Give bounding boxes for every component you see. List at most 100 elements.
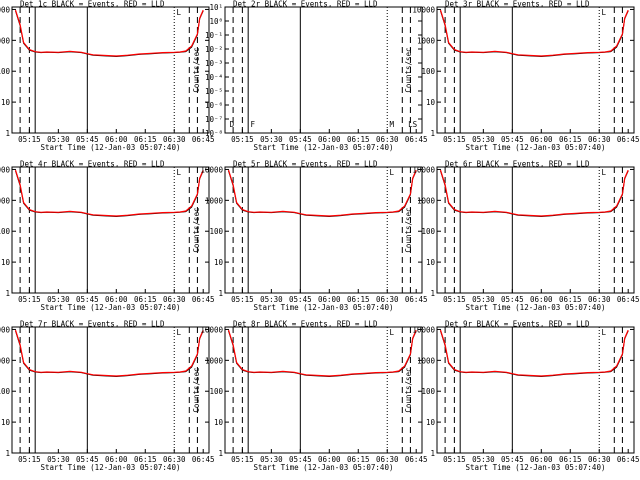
x-axis-label: Start Time (12-Jan-03 05:07:40) <box>41 143 181 152</box>
x-tick-label: 06:30 <box>376 455 399 464</box>
series-lld-line <box>14 9 204 57</box>
x-tick-label: 05:45 <box>289 295 312 304</box>
y-tick-label: 1000 <box>417 36 436 45</box>
y-tick-label: 10 <box>426 98 436 107</box>
y-tick-label: 1 <box>430 129 435 138</box>
x-tick-label: 05:30 <box>260 295 283 304</box>
panel-det-4: Det 4r BLACK = Events, RED = LLD 1 10 100 10… <box>0 160 214 313</box>
series-lld-line <box>14 329 204 377</box>
marker-label: L <box>390 168 395 177</box>
y-tick-label: 1 <box>218 449 223 458</box>
plot-frame <box>436 6 635 134</box>
x-tick-label: 06:45 <box>192 455 215 464</box>
series-events-line <box>15 330 204 378</box>
y-tick-label: 1 <box>5 449 10 458</box>
panel-title: Det 6r BLACK = Events, RED = LLD <box>445 160 590 169</box>
x-tick-label: 05:15 <box>18 295 41 304</box>
x-axis-label: Start Time (12-Jan-03 05:07:40) <box>466 143 606 152</box>
x-tick-label: 05:15 <box>18 135 41 144</box>
plot-frame <box>11 326 210 454</box>
x-tick-label: 06:15 <box>134 295 157 304</box>
x-tick-label: 06:45 <box>192 295 215 304</box>
x-tick-label: 05:15 <box>18 455 41 464</box>
series-events-line <box>15 170 204 218</box>
marker-label: L <box>177 8 182 17</box>
series-lld-line <box>439 329 629 377</box>
panel-title: Det 9r BLACK = Events, RED = LLD <box>445 320 590 329</box>
y-axis-label: Counts/sec <box>404 207 413 252</box>
y-tick-label: 100 <box>209 387 223 396</box>
y-tick-label: 1 <box>218 289 223 298</box>
x-tick-label: 06:15 <box>559 135 582 144</box>
y-axis-label: Counts/sec <box>192 367 201 412</box>
series-events-line <box>15 10 204 58</box>
plot-frame <box>224 326 423 454</box>
x-tick-label: 06:30 <box>163 135 186 144</box>
y-axis-label: Counts/sec <box>404 47 413 92</box>
y-axis-label: Counts/sec <box>192 207 201 252</box>
y-tick-label: 1 <box>430 289 435 298</box>
y-tick-label: 1000 <box>0 196 10 205</box>
x-tick-label: 05:30 <box>47 455 70 464</box>
x-tick-label: 06:45 <box>405 455 428 464</box>
x-tick-label: 06:00 <box>530 455 553 464</box>
x-tick-label: 05:30 <box>47 135 70 144</box>
x-tick-label: 06:15 <box>347 455 370 464</box>
series-lld-line <box>439 169 629 217</box>
x-tick-label: 05:45 <box>501 135 524 144</box>
y-tick-label: 10000 <box>0 325 10 334</box>
x-tick-label: 06:15 <box>134 455 157 464</box>
x-tick-label: 06:00 <box>530 135 553 144</box>
marker-label: M <box>390 120 395 129</box>
x-tick-label: 06:45 <box>617 455 640 464</box>
y-tick-label: 10¹ <box>209 3 223 12</box>
series-lld-line <box>227 169 417 217</box>
x-tick-label: 05:45 <box>501 455 524 464</box>
x-tick-label: 06:15 <box>347 135 370 144</box>
plot-frame <box>224 166 423 294</box>
y-tick-label: 10 <box>426 258 436 267</box>
series-events-line <box>228 170 417 218</box>
y-tick-label: 1 <box>5 129 10 138</box>
y-tick-label: 10⁻⁷ <box>205 115 223 124</box>
plot-frame <box>11 6 210 134</box>
y-tick-label: 10 <box>214 418 224 427</box>
panel-title: Det 7r BLACK = Events, RED = LLD <box>20 320 165 329</box>
y-axis-label: Counts/sec <box>192 47 201 92</box>
panel-det-9: Det 9r BLACK = Events, RED = LLD 1 10 100 10… <box>404 320 639 473</box>
y-tick-label: 10000 <box>200 325 223 334</box>
x-axis-label: Start Time (12-Jan-03 05:07:40) <box>254 143 394 152</box>
x-tick-label: 06:15 <box>559 295 582 304</box>
panel-det-1: Det 1c BLACK = Events, RED = LLD 1 10 100 10… <box>0 0 214 152</box>
panel-title: Det 5r BLACK = Events, RED = LLD <box>233 160 378 169</box>
x-tick-label: 05:45 <box>76 455 99 464</box>
x-tick-label: 06:30 <box>588 295 611 304</box>
x-tick-label: 05:15 <box>443 295 466 304</box>
x-tick-label: 06:00 <box>318 455 341 464</box>
y-tick-label: 1000 <box>417 356 436 365</box>
y-tick-label: 10⁻⁸ <box>205 129 223 138</box>
y-tick-label: 1000 <box>205 196 224 205</box>
series-events-line <box>440 330 629 378</box>
marker-label: L <box>177 328 182 337</box>
x-tick-label: 06:30 <box>163 295 186 304</box>
panel-title: Det 2r BLACK = Events, RED = LLD <box>233 0 378 9</box>
x-tick-label: 05:45 <box>501 295 524 304</box>
x-tick-label: 06:00 <box>105 455 128 464</box>
x-axis-label: Start Time (12-Jan-03 05:07:40) <box>254 463 394 472</box>
y-tick-label: 10000 <box>0 5 10 14</box>
panel-det-6: Det 6r BLACK = Events, RED = LLD 1 10 100 10… <box>404 160 639 313</box>
x-tick-label: 06:45 <box>192 135 215 144</box>
x-tick-label: 05:45 <box>76 135 99 144</box>
y-tick-label: 10000 <box>200 165 223 174</box>
marker-label: D <box>230 120 235 129</box>
series-events-line <box>440 170 629 218</box>
x-tick-label: 06:15 <box>559 455 582 464</box>
panel-title: Det 1c BLACK = Events, RED = LLD <box>20 0 165 9</box>
panel-title: Det 8r BLACK = Events, RED = LLD <box>233 320 378 329</box>
plot-frame <box>11 166 210 294</box>
x-tick-label: 05:45 <box>289 135 312 144</box>
y-tick-label: 1 <box>430 449 435 458</box>
y-tick-label: 10 <box>426 418 436 427</box>
